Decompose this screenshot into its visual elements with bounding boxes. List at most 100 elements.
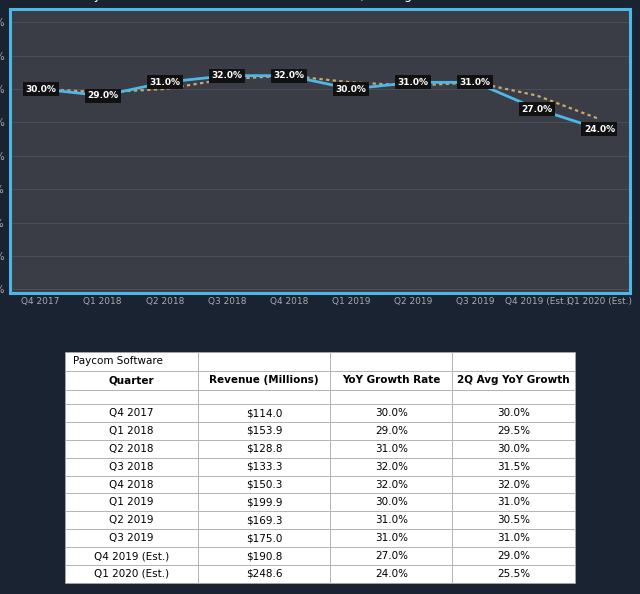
FancyBboxPatch shape [330,511,452,529]
FancyBboxPatch shape [65,458,198,476]
Text: 31.0%: 31.0% [497,497,530,507]
FancyBboxPatch shape [65,422,198,440]
Text: $190.8: $190.8 [246,551,282,561]
Text: Q4 2017: Q4 2017 [109,408,154,418]
FancyBboxPatch shape [65,352,198,371]
Text: 30.0%: 30.0% [375,497,408,507]
Text: 30.0%: 30.0% [497,408,530,418]
FancyBboxPatch shape [198,440,330,458]
FancyBboxPatch shape [198,511,330,529]
FancyBboxPatch shape [65,494,198,511]
Text: $248.6: $248.6 [246,569,282,579]
FancyBboxPatch shape [452,547,575,565]
FancyBboxPatch shape [198,422,330,440]
Text: 24.0%: 24.0% [584,125,615,134]
FancyBboxPatch shape [198,565,330,583]
Text: 29.0%: 29.0% [87,91,118,100]
Text: 32.0%: 32.0% [273,71,305,80]
FancyBboxPatch shape [330,565,452,583]
Text: 25.5%: 25.5% [497,569,530,579]
FancyBboxPatch shape [330,390,452,404]
Text: Q4 2019 (Est.): Q4 2019 (Est.) [94,551,169,561]
Text: 2Q Avg YoY Growth: 2Q Avg YoY Growth [457,375,570,386]
FancyBboxPatch shape [198,494,330,511]
FancyBboxPatch shape [330,547,452,565]
Text: $133.3: $133.3 [246,462,282,472]
FancyBboxPatch shape [65,404,198,422]
FancyBboxPatch shape [198,476,330,494]
Text: 24.0%: 24.0% [375,569,408,579]
FancyBboxPatch shape [452,371,575,390]
Text: Q2 2018: Q2 2018 [109,444,154,454]
Text: $150.3: $150.3 [246,479,282,489]
FancyBboxPatch shape [198,404,330,422]
FancyBboxPatch shape [330,529,452,547]
FancyBboxPatch shape [65,565,198,583]
FancyBboxPatch shape [452,440,575,458]
FancyBboxPatch shape [330,404,452,422]
FancyBboxPatch shape [330,494,452,511]
Text: Q1 2019: Q1 2019 [109,497,154,507]
FancyBboxPatch shape [452,565,575,583]
FancyBboxPatch shape [65,547,198,565]
FancyBboxPatch shape [452,404,575,422]
Text: 29.0%: 29.0% [497,551,530,561]
FancyBboxPatch shape [65,440,198,458]
Text: Q3 2018: Q3 2018 [109,462,154,472]
FancyBboxPatch shape [330,440,452,458]
Text: 31.5%: 31.5% [497,462,530,472]
FancyBboxPatch shape [452,458,575,476]
Text: 30.0%: 30.0% [25,84,56,93]
Text: 29.0%: 29.0% [375,426,408,436]
FancyBboxPatch shape [452,352,575,371]
Text: Q4 2018: Q4 2018 [109,479,154,489]
FancyBboxPatch shape [65,529,198,547]
FancyBboxPatch shape [330,352,452,371]
FancyBboxPatch shape [65,390,198,404]
Text: $199.9: $199.9 [246,497,282,507]
FancyBboxPatch shape [452,529,575,547]
FancyBboxPatch shape [452,511,575,529]
FancyBboxPatch shape [452,494,575,511]
FancyBboxPatch shape [330,458,452,476]
Text: 31.0%: 31.0% [375,444,408,454]
Text: 31.0%: 31.0% [397,78,429,87]
FancyBboxPatch shape [198,458,330,476]
Text: Revenue (Millions): Revenue (Millions) [209,375,319,386]
Text: 29.5%: 29.5% [497,426,530,436]
Text: 32.0%: 32.0% [375,462,408,472]
Text: 30.0%: 30.0% [375,408,408,418]
Text: $175.0: $175.0 [246,533,282,543]
Text: 32.0%: 32.0% [211,71,243,80]
FancyBboxPatch shape [65,371,198,390]
Text: 31.0%: 31.0% [460,78,491,87]
Text: 31.0%: 31.0% [375,515,408,525]
Text: 30.0%: 30.0% [335,84,367,93]
Text: $153.9: $153.9 [246,426,282,436]
Title: Paycom Software Revenue Growth Rate + 2Q Average Revenue Growth Rate: Paycom Software Revenue Growth Rate + 2Q… [79,0,561,2]
FancyBboxPatch shape [452,422,575,440]
Text: 31.0%: 31.0% [497,533,530,543]
FancyBboxPatch shape [65,511,198,529]
Text: 31.0%: 31.0% [149,78,180,87]
Text: Q1 2020 (Est.): Q1 2020 (Est.) [94,569,169,579]
Text: 30.5%: 30.5% [497,515,530,525]
Text: 27.0%: 27.0% [522,105,553,113]
Text: Q1 2018: Q1 2018 [109,426,154,436]
Text: $169.3: $169.3 [246,515,282,525]
Text: YoY Growth Rate: YoY Growth Rate [342,375,440,386]
FancyBboxPatch shape [452,390,575,404]
FancyBboxPatch shape [198,352,330,371]
Text: Quarter: Quarter [109,375,154,386]
Text: 31.0%: 31.0% [375,533,408,543]
Text: 32.0%: 32.0% [497,479,530,489]
Text: 32.0%: 32.0% [375,479,408,489]
Text: $128.8: $128.8 [246,444,282,454]
FancyBboxPatch shape [65,476,198,494]
FancyBboxPatch shape [198,547,330,565]
Text: 27.0%: 27.0% [375,551,408,561]
FancyBboxPatch shape [330,476,452,494]
FancyBboxPatch shape [198,371,330,390]
Text: $114.0: $114.0 [246,408,282,418]
FancyBboxPatch shape [330,371,452,390]
